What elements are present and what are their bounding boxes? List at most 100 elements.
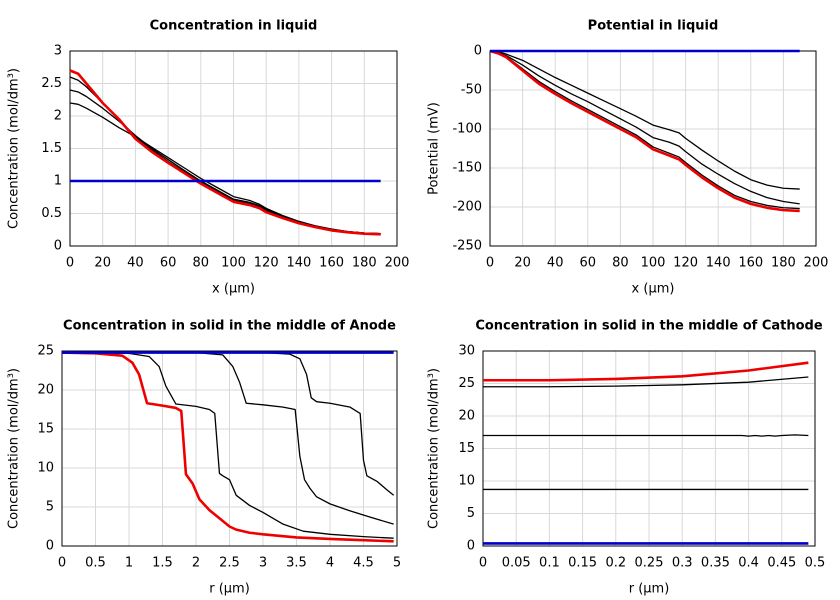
x-tick-label: 60 bbox=[160, 256, 177, 271]
y-tick-label: -250 bbox=[452, 239, 482, 254]
y-tick-label: 2.5 bbox=[41, 76, 62, 91]
x-tick-label: 100 bbox=[221, 256, 246, 271]
y-tick-label: -100 bbox=[452, 122, 482, 137]
x-tick-label: 40 bbox=[547, 256, 564, 271]
series-line bbox=[489, 50, 800, 205]
x-tick-label: 0.1 bbox=[539, 556, 560, 571]
y-axis-label: Concentration (mol/dm³) bbox=[427, 368, 442, 529]
x-tick-label: 0.4 bbox=[738, 556, 759, 571]
x-tick-label: 0 bbox=[486, 256, 494, 271]
x-tick-label: 0.35 bbox=[701, 556, 730, 571]
x-tick-label: 2.5 bbox=[219, 556, 240, 571]
x-tick-label: 0 bbox=[58, 556, 66, 571]
x-tick-label: 1 bbox=[125, 556, 133, 571]
y-tick-label: 25 bbox=[37, 344, 54, 359]
x-tick-label: 160 bbox=[319, 256, 344, 271]
x-tick-label: 60 bbox=[580, 256, 597, 271]
x-tick-label: 0.25 bbox=[635, 556, 664, 571]
series-line bbox=[62, 351, 394, 525]
x-tick-label: 120 bbox=[254, 256, 279, 271]
x-tick-label: 180 bbox=[352, 256, 377, 271]
chart-title: Concentration in liquid bbox=[150, 19, 318, 34]
y-tick-label: 10 bbox=[458, 474, 475, 489]
series-line bbox=[69, 69, 381, 236]
y-tick-label: 1.5 bbox=[41, 141, 62, 156]
plot-frame bbox=[61, 350, 398, 547]
y-tick-label: 3 bbox=[54, 44, 62, 59]
y-tick-label: 15 bbox=[37, 422, 54, 437]
y-axis-label: Potential (mV) bbox=[427, 102, 442, 195]
plot-frame bbox=[482, 350, 816, 547]
x-tick-label: 0.5 bbox=[805, 556, 826, 571]
x-tick-label: 40 bbox=[127, 256, 144, 271]
x-tick-label: 80 bbox=[612, 256, 629, 271]
y-tick-label: 0.5 bbox=[41, 206, 62, 221]
x-tick-label: 5 bbox=[393, 556, 401, 571]
series-line bbox=[483, 361, 809, 382]
y-tick-label: 30 bbox=[458, 344, 475, 359]
x-tick-label: 100 bbox=[641, 256, 666, 271]
series-line bbox=[69, 102, 381, 235]
y-tick-label: 25 bbox=[458, 376, 475, 391]
x-tick-label: 0 bbox=[479, 556, 487, 571]
series-line bbox=[61, 351, 394, 539]
x-tick-label: 200 bbox=[804, 256, 829, 271]
x-tick-label: 20 bbox=[514, 256, 531, 271]
x-tick-label: 120 bbox=[673, 256, 698, 271]
x-tick-label: 200 bbox=[385, 256, 410, 271]
chart-title: Concentration in solid in the middle of … bbox=[475, 319, 823, 334]
x-tick-label: 4.5 bbox=[353, 556, 374, 571]
y-tick-label: 0 bbox=[467, 539, 475, 554]
x-tick-label: 3.5 bbox=[286, 556, 307, 571]
series-line bbox=[489, 50, 800, 210]
y-tick-label: -200 bbox=[452, 200, 482, 215]
x-axis-label: x (µm) bbox=[632, 282, 675, 297]
x-axis-label: r (µm) bbox=[629, 582, 670, 597]
y-tick-label: 0 bbox=[46, 539, 54, 554]
series-line bbox=[483, 434, 809, 437]
x-tick-label: 2 bbox=[192, 556, 200, 571]
x-tick-label: 0.5 bbox=[85, 556, 106, 571]
x-tick-label: 140 bbox=[286, 256, 311, 271]
x-tick-label: 1.5 bbox=[152, 556, 173, 571]
chart-title: Potential in liquid bbox=[588, 19, 719, 34]
x-tick-label: 4 bbox=[326, 556, 334, 571]
x-tick-label: 3 bbox=[259, 556, 267, 571]
y-tick-label: 10 bbox=[37, 461, 54, 476]
series-line bbox=[483, 376, 809, 388]
y-tick-label: -150 bbox=[452, 161, 482, 176]
y-tick-label: 15 bbox=[458, 441, 475, 456]
x-tick-label: 0.3 bbox=[672, 556, 693, 571]
y-tick-label: 5 bbox=[46, 500, 54, 515]
y-tick-label: 0 bbox=[474, 44, 482, 59]
x-tick-label: 0.2 bbox=[605, 556, 626, 571]
y-tick-label: 0 bbox=[54, 239, 62, 254]
series-line bbox=[489, 49, 800, 213]
y-tick-label: 2 bbox=[54, 109, 62, 124]
x-axis-label: x (µm) bbox=[212, 282, 255, 297]
x-tick-label: 80 bbox=[193, 256, 210, 271]
chart-title: Concentration in solid in the middle of … bbox=[63, 319, 396, 334]
y-tick-label: 1 bbox=[54, 174, 62, 189]
x-tick-label: 0.15 bbox=[568, 556, 597, 571]
x-tick-label: 160 bbox=[738, 256, 763, 271]
plot-frame bbox=[69, 50, 398, 247]
series-line bbox=[61, 351, 394, 543]
y-tick-label: -50 bbox=[461, 83, 482, 98]
y-tick-label: 20 bbox=[37, 383, 54, 398]
x-tick-label: 0 bbox=[66, 256, 74, 271]
x-tick-label: 0.05 bbox=[502, 556, 531, 571]
y-tick-label: 20 bbox=[458, 409, 475, 424]
x-tick-label: 20 bbox=[94, 256, 111, 271]
series-line bbox=[69, 89, 381, 235]
y-tick-label: 5 bbox=[467, 506, 475, 521]
series-line bbox=[62, 351, 395, 496]
series-line bbox=[69, 76, 381, 235]
y-axis-label: Concentration (mol/dm³) bbox=[7, 68, 22, 229]
x-tick-label: 0.45 bbox=[767, 556, 796, 571]
series-line bbox=[489, 50, 800, 190]
y-axis-label: Concentration (mol/dm³) bbox=[7, 368, 22, 529]
x-axis-label: r (µm) bbox=[209, 582, 250, 597]
x-tick-label: 140 bbox=[706, 256, 731, 271]
